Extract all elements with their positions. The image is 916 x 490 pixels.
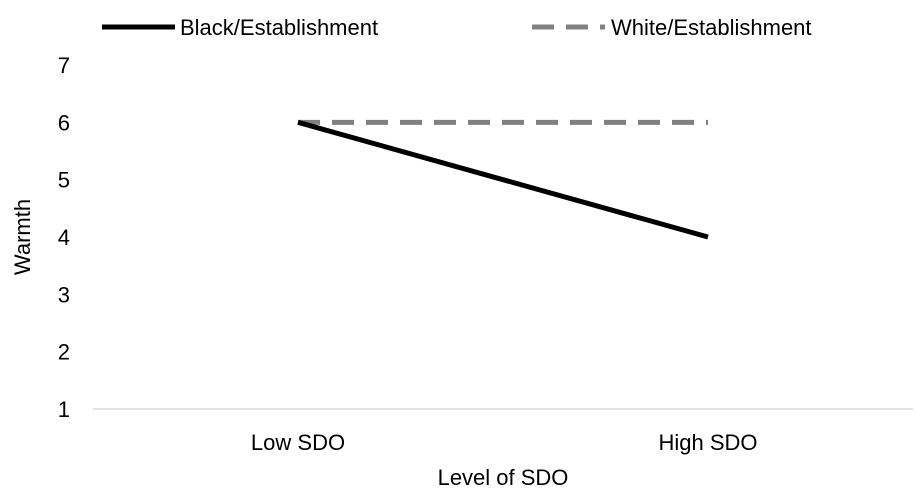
y-tick-label: 7	[58, 53, 70, 78]
y-axis-title: Warmth	[10, 199, 35, 275]
series-lines	[297, 119, 709, 240]
x-axis-title: Level of SDO	[438, 465, 569, 490]
legend: Black/Establishment White/Establishment	[102, 15, 812, 40]
x-tick-label: Low SDO	[251, 430, 345, 455]
legend-label-white-establishment: White/Establishment	[611, 15, 812, 40]
y-tick-label: 5	[58, 168, 70, 193]
y-tick-label: 2	[58, 340, 70, 365]
x-axis-ticks: Low SDO High SDO	[251, 430, 758, 455]
y-tick-label: 4	[58, 225, 70, 250]
y-tick-label: 6	[58, 110, 70, 135]
y-axis-ticks: 1 2 3 4 5 6 7	[58, 53, 70, 422]
y-tick-label: 3	[58, 282, 70, 307]
y-tick-label: 1	[58, 397, 70, 422]
legend-label-black-establishment: Black/Establishment	[180, 15, 378, 40]
series-line-black-establishment	[297, 119, 709, 240]
x-tick-label: High SDO	[658, 430, 757, 455]
